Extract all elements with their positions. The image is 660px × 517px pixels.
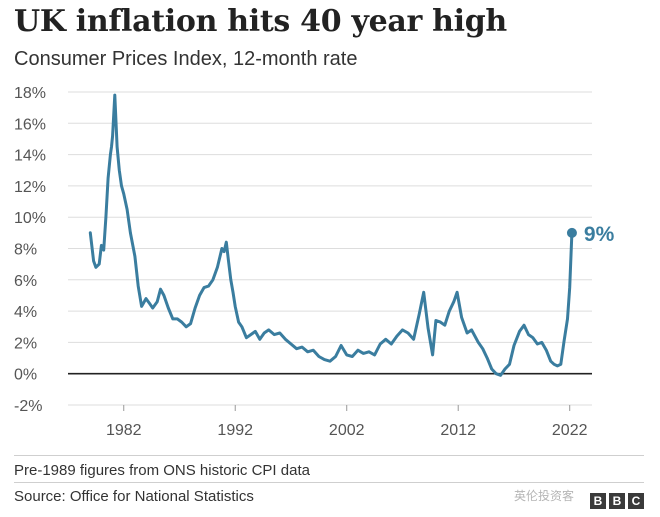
y-tick-label: 18% [14,85,46,102]
chart-source: Source: Office for National Statistics [14,488,254,505]
x-tick-label: 2022 [552,422,588,439]
y-tick-label: 10% [14,210,46,227]
logo-letter: B [609,493,625,509]
latest-value-label: 9% [584,223,615,246]
chart-title: UK inflation hits 40 year high [14,4,507,39]
y-tick-label: -2% [14,398,42,415]
footer-rule-bottom [14,482,644,483]
logo-letter: B [590,493,606,509]
x-tick-label: 1982 [106,422,142,439]
y-tick-label: 4% [14,304,37,321]
y-tick-label: 2% [14,335,37,352]
x-tick-label: 2002 [329,422,365,439]
y-tick-label: 0% [14,367,37,384]
latest-point-marker [566,227,577,238]
watermark-text: 英伦投资客 [514,488,574,503]
cpi-line [88,93,574,377]
y-tick-label: 6% [14,273,37,290]
x-tick-label: 2012 [440,422,476,439]
y-tick-label: 8% [14,242,37,259]
y-tick-label: 12% [14,179,46,196]
chart-note: Pre-1989 figures from ONS historic CPI d… [14,462,310,479]
x-tick-label: 1992 [217,422,253,439]
chart-subtitle: Consumer Prices Index, 12-month rate [14,48,358,70]
y-tick-label: 14% [14,148,46,165]
footer-rule-top [14,455,644,456]
y-tick-label: 16% [14,116,46,133]
bbc-logo: B B C [590,493,644,509]
logo-letter: C [628,493,644,509]
